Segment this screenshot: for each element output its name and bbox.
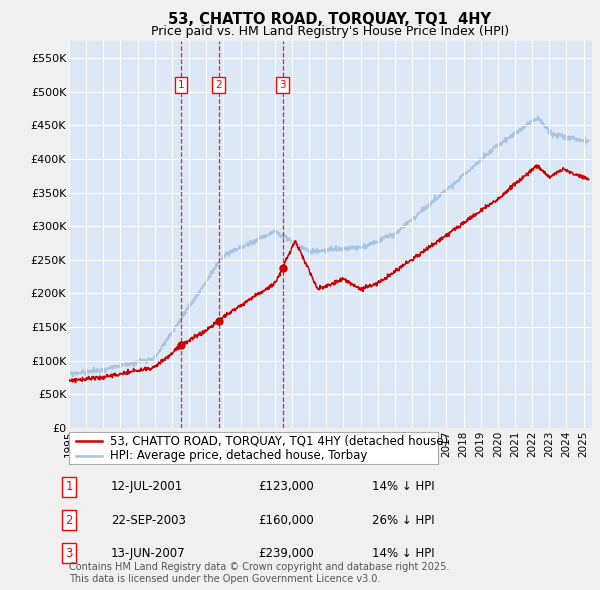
Text: HPI: Average price, detached house, Torbay: HPI: Average price, detached house, Torb… bbox=[110, 449, 367, 462]
Text: 14% ↓ HPI: 14% ↓ HPI bbox=[372, 480, 434, 493]
Text: 1: 1 bbox=[65, 480, 73, 493]
Text: 26% ↓ HPI: 26% ↓ HPI bbox=[372, 514, 434, 527]
Text: Price paid vs. HM Land Registry's House Price Index (HPI): Price paid vs. HM Land Registry's House … bbox=[151, 25, 509, 38]
Text: 12-JUL-2001: 12-JUL-2001 bbox=[111, 480, 183, 493]
Text: 13-JUN-2007: 13-JUN-2007 bbox=[111, 547, 185, 560]
Text: £160,000: £160,000 bbox=[258, 514, 314, 527]
Text: 53, CHATTO ROAD, TORQUAY, TQ1  4HY: 53, CHATTO ROAD, TORQUAY, TQ1 4HY bbox=[169, 12, 491, 27]
Text: £239,000: £239,000 bbox=[258, 547, 314, 560]
Text: 53, CHATTO ROAD, TORQUAY, TQ1 4HY (detached house): 53, CHATTO ROAD, TORQUAY, TQ1 4HY (detac… bbox=[110, 434, 448, 447]
Text: 1: 1 bbox=[178, 80, 184, 90]
Text: Contains HM Land Registry data © Crown copyright and database right 2025.
This d: Contains HM Land Registry data © Crown c… bbox=[69, 562, 449, 584]
Text: 3: 3 bbox=[65, 547, 73, 560]
Text: 14% ↓ HPI: 14% ↓ HPI bbox=[372, 547, 434, 560]
Text: 2: 2 bbox=[65, 514, 73, 527]
Text: £123,000: £123,000 bbox=[258, 480, 314, 493]
Text: 3: 3 bbox=[279, 80, 286, 90]
Text: 2: 2 bbox=[215, 80, 222, 90]
Text: 22-SEP-2003: 22-SEP-2003 bbox=[111, 514, 186, 527]
